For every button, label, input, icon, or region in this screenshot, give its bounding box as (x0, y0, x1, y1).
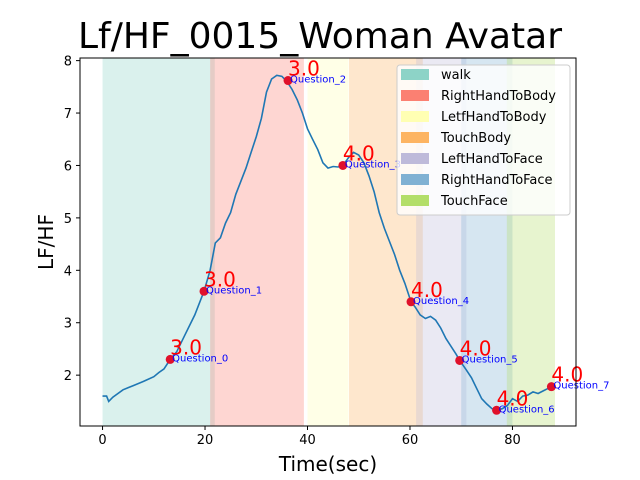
question-marker-5 (455, 355, 465, 365)
question-marker-0 (165, 354, 175, 364)
question-label-3: Question_3 (345, 159, 401, 170)
legend-label-4: LeftHandToFace (441, 152, 543, 167)
legend-label-1: RightHandToBody (441, 89, 556, 104)
question-label-4: Question_4 (413, 296, 469, 307)
legend-label-0: walk (441, 68, 471, 83)
legend-box (396, 64, 571, 216)
activity-span-0 (102, 58, 215, 426)
y-axis-label: LF/HF (34, 214, 58, 270)
y-tick-label-5: 7 (64, 107, 72, 122)
question-score-4: 4.0 (411, 278, 443, 302)
question-score-3: 4.0 (343, 141, 375, 165)
legend-swatch-1 (401, 90, 429, 101)
legend-label-3: TouchBody (440, 131, 511, 146)
y-tick-label-0: 2 (64, 369, 72, 384)
question-label-7: Question_7 (553, 381, 609, 392)
legend-swatch-4 (401, 153, 429, 164)
question-marker-6 (492, 405, 502, 415)
question-marker-7 (546, 382, 556, 392)
question-markers: 3.0Question_03.0Question_13.0Question_24… (165, 57, 609, 415)
x-tick-label-1: 20 (197, 433, 214, 448)
question-label-1: Question_1 (206, 285, 262, 296)
activity-span-1 (210, 58, 304, 426)
y-axis-ticks: 2 3 4 5 6 7 8 (64, 55, 80, 384)
legend-label-2: LetfHandToBody (441, 110, 547, 125)
question-score-7: 4.0 (551, 363, 583, 387)
x-tick-label-3: 60 (402, 433, 419, 448)
y-tick-label-2: 4 (64, 264, 72, 279)
question-marker-3 (338, 160, 348, 170)
x-tick-label-4: 80 (504, 433, 521, 448)
y-tick-label-1: 3 (64, 317, 72, 332)
legend-label-5: RightHandToFace (441, 173, 553, 188)
question-score-1: 3.0 (204, 267, 236, 291)
x-axis-label: Time(sec) (278, 452, 377, 476)
y-tick-label-6: 8 (64, 55, 72, 70)
question-marker-2 (283, 76, 293, 86)
question-label-2: Question_2 (290, 75, 346, 86)
question-score-0: 3.0 (170, 335, 202, 359)
activity-span-2 (307, 58, 349, 426)
x-tick-label-2: 40 (299, 433, 316, 448)
x-axis-ticks: 0 20 40 60 80 (98, 426, 521, 448)
question-score-2: 3.0 (288, 57, 320, 81)
chart-title: Lf/HF_0015_Woman Avatar (78, 16, 562, 57)
legend-swatch-0 (401, 69, 429, 80)
question-marker-4 (406, 297, 416, 307)
question-label-5: Question_5 (462, 354, 518, 365)
y-tick-label-4: 6 (64, 159, 72, 174)
legend-swatch-6 (401, 195, 429, 206)
x-tick-label-0: 0 (98, 433, 106, 448)
plot-frame (79, 57, 577, 427)
question-score-5: 4.0 (460, 336, 492, 360)
activity-spans (102, 58, 555, 426)
question-marker-1 (199, 286, 209, 296)
question-label-6: Question_6 (499, 404, 555, 415)
y-tick-label-3: 5 (64, 212, 72, 227)
legend-swatch-2 (401, 111, 429, 122)
question-label-0: Question_0 (172, 353, 228, 364)
legend: walk RightHandToBody LetfHandToBody TouchBo… (396, 64, 571, 216)
legend-swatch-3 (401, 132, 429, 143)
legend-swatch-5 (401, 174, 429, 185)
legend-label-6: TouchFace (440, 194, 508, 209)
question-score-6: 4.0 (497, 386, 529, 410)
